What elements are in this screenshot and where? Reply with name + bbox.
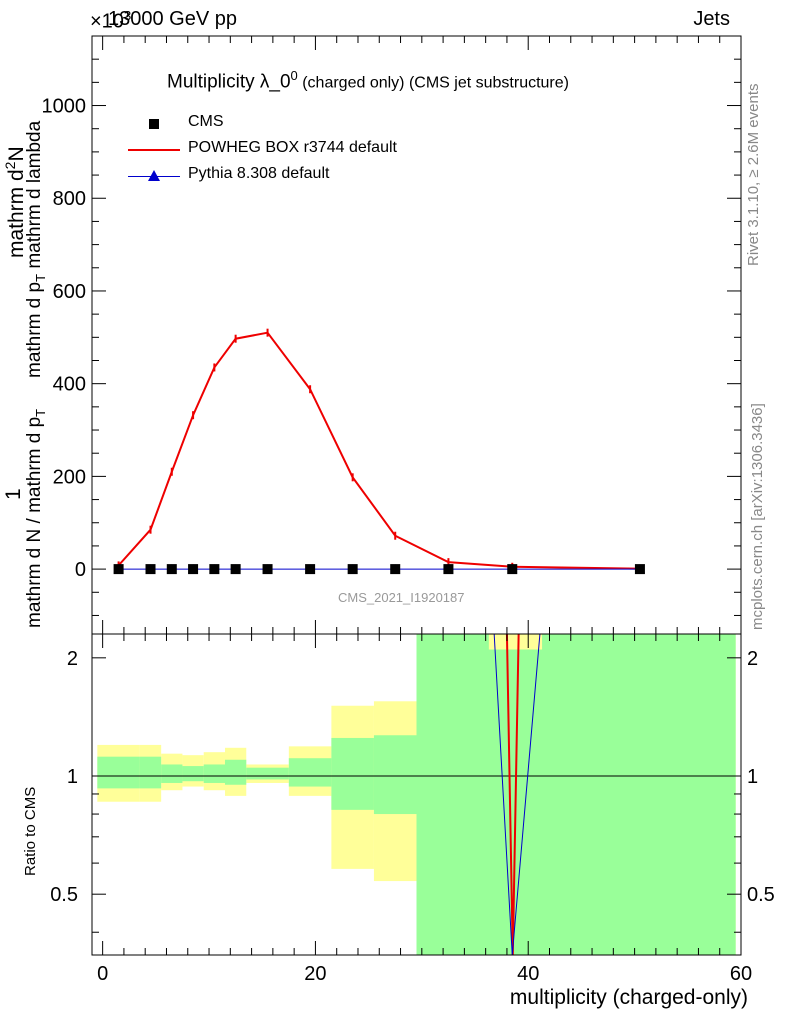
cms-data-point [443, 564, 454, 575]
mcplots-url-text: mcplots.cern.ch [arXiv:1306.3436] [749, 403, 766, 630]
top-ytick-label: 200 [53, 466, 86, 488]
ratio-ytick-label: 2 [67, 648, 78, 670]
cms-data-point [166, 564, 177, 575]
ratio-green-band-1 [139, 756, 162, 789]
legend-powheg-line [128, 149, 180, 151]
top-ylabel-denominator-left: mathrm d N / mathrm d pT [24, 408, 48, 628]
top-ytick-label: 600 [53, 281, 86, 303]
top-ytick-label: 400 [53, 374, 86, 396]
ratio-green-band-0 [97, 756, 140, 789]
ratio-yellow-notch [488, 634, 543, 650]
rivet-version-text: Rivet 3.1.10, ≥ 2.6M events [745, 83, 762, 267]
ratio-ytick-label-right: 2 [747, 648, 758, 670]
cms-data-point [305, 564, 316, 575]
cms-data-point [113, 564, 124, 575]
legend-cms-marker [149, 119, 159, 129]
legend-item-pythia: Pythia 8.308 default [120, 164, 450, 186]
ratio-ytick-label-right: 1 [747, 766, 758, 788]
top-ylabel-denominator-right: mathrm d pT mathrm d lambda [24, 120, 48, 378]
ratio-ylabel: Ratio to CMS [22, 786, 39, 876]
ratio-green-band-9 [373, 735, 417, 815]
ratio-green-band-4 [203, 764, 225, 783]
top-ylabel-numerator-one: 1 [2, 488, 25, 500]
ratio-green-band-8 [331, 737, 374, 810]
xtick-label: 40 [517, 963, 539, 985]
ratio-green-band-10 [416, 634, 736, 955]
cms-data-point [390, 564, 401, 575]
ratio-green-band-7 [288, 758, 332, 787]
plot-title: Multiplicity λ_00 (charged only) (CMS je… [167, 68, 569, 93]
analysis-watermark: CMS_2021_I1920187 [338, 590, 465, 605]
cms-data-point [507, 564, 518, 575]
ratio-green-band-3 [182, 766, 204, 782]
ratio-green-band-2 [161, 764, 183, 783]
legend-item-powheg: POWHEG BOX r3744 default [120, 138, 450, 160]
cms-data-point [347, 564, 358, 575]
legend-cms-label: CMS [188, 113, 224, 130]
ratio-panel-frame [91, 633, 742, 956]
powheg-series-line [117, 331, 640, 570]
cms-data-point [188, 564, 199, 575]
top-ytick-label: 1000 [42, 96, 87, 118]
energy-label: 13000 GeV pp [108, 8, 237, 30]
xtick-label: 60 [730, 963, 752, 985]
legend-pythia-label: Pythia 8.308 default [188, 165, 330, 182]
ratio-ytick-label-right: 0.5 [747, 884, 775, 906]
cms-data-point [634, 564, 645, 575]
top-ytick-label: 800 [53, 188, 86, 210]
ratio-ytick-label: 0.5 [50, 884, 78, 906]
category-label: Jets [693, 8, 730, 30]
xaxis-label: multiplicity (charged-only) [509, 986, 748, 1009]
legend-item-cms: CMS [120, 112, 450, 134]
cms-data-point [230, 564, 241, 575]
legend-pythia-marker [148, 170, 160, 181]
xtick-label: 0 [97, 963, 108, 985]
cms-data-point [209, 564, 220, 575]
cms-data-point [145, 564, 156, 575]
ratio-green-band-6 [246, 767, 289, 780]
xtick-label: 20 [304, 963, 326, 985]
exponent-label: ×103 [90, 8, 132, 33]
ratio-ytick-label: 1 [67, 766, 78, 788]
cms-data-point [262, 564, 273, 575]
legend-powheg-label: POWHEG BOX r3744 default [188, 139, 397, 156]
ratio-green-band-5 [224, 759, 247, 785]
top-ytick-label: 0 [75, 559, 86, 581]
